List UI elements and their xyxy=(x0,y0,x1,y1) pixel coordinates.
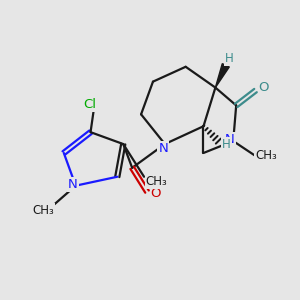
Text: CH₃: CH₃ xyxy=(32,204,54,218)
Text: N: N xyxy=(225,133,235,146)
Text: O: O xyxy=(259,81,269,94)
Text: Cl: Cl xyxy=(83,98,97,111)
Polygon shape xyxy=(215,64,229,88)
Text: O: O xyxy=(151,187,161,200)
Text: CH₃: CH₃ xyxy=(255,149,277,162)
Text: CH₃: CH₃ xyxy=(146,175,167,188)
Text: N: N xyxy=(158,142,168,155)
Text: H: H xyxy=(225,52,234,65)
Text: N: N xyxy=(68,178,78,191)
Text: H: H xyxy=(222,138,231,151)
